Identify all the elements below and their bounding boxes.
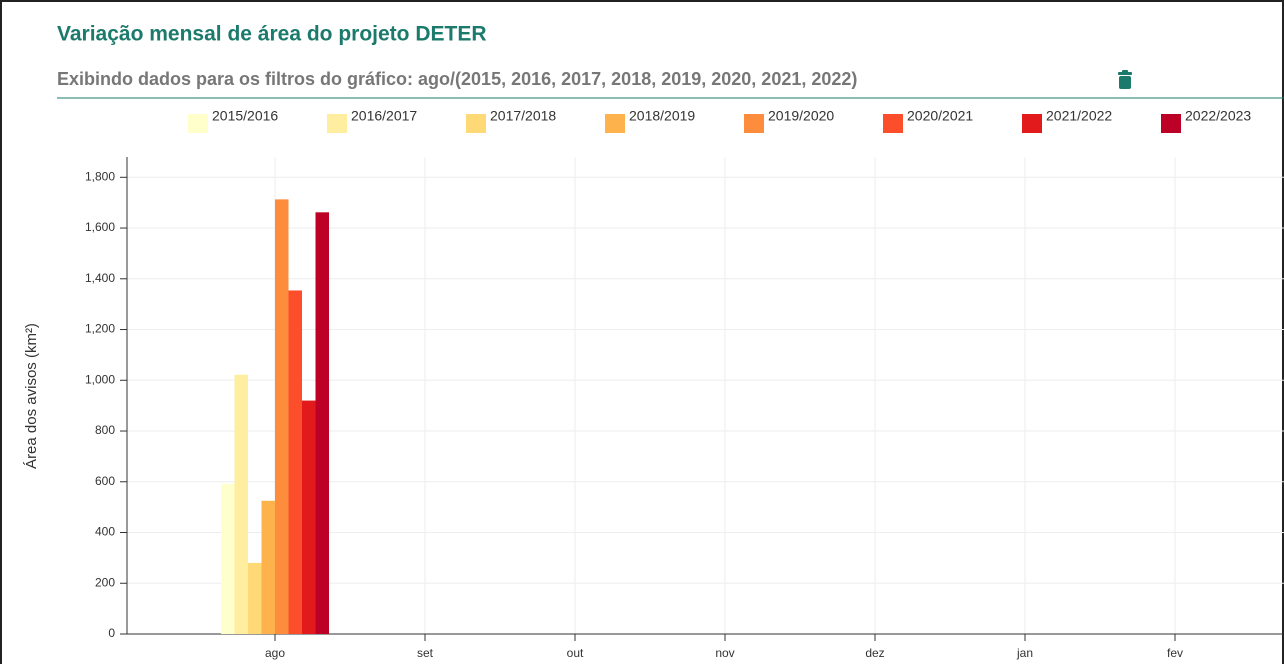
- y-tick-label: 800: [95, 423, 115, 437]
- legend-label: 2020/2021: [907, 108, 973, 124]
- bar: [248, 562, 262, 634]
- legend-swatch: [1161, 114, 1181, 133]
- chart-title: Variação mensal de área do projeto DETER: [57, 23, 487, 46]
- bar: [288, 290, 302, 634]
- legend-label: 2016/2017: [351, 108, 417, 124]
- legend-swatch: [605, 114, 625, 133]
- legend-label: 2015/2016: [212, 108, 278, 124]
- bar: [221, 483, 235, 634]
- legend-swatch: [188, 114, 208, 133]
- x-tick-label: fev: [1167, 646, 1183, 660]
- x-tick-label: dez: [865, 646, 884, 660]
- trash-icon[interactable]: [1118, 70, 1132, 89]
- legend-swatch: [744, 114, 764, 133]
- bar: [275, 199, 289, 634]
- legend-label: 2021/2022: [1046, 108, 1112, 124]
- y-tick-label: 1,800: [85, 169, 115, 183]
- y-tick-label: 1,200: [85, 322, 115, 336]
- y-tick-label: 200: [95, 575, 115, 589]
- y-tick-label: 400: [95, 525, 115, 539]
- x-tick-label: set: [417, 646, 434, 660]
- legend-label: 2019/2020: [768, 108, 834, 124]
- x-tick-label: jan: [1016, 646, 1033, 660]
- bar: [315, 212, 329, 634]
- legend-swatch: [1022, 114, 1042, 133]
- legend-swatch: [883, 114, 903, 133]
- y-tick-label: 1,000: [85, 372, 115, 386]
- x-tick-label: out: [567, 646, 584, 660]
- legend-label: 2022/2023: [1185, 108, 1251, 124]
- bar: [302, 400, 316, 634]
- legend-label: 2018/2019: [629, 108, 695, 124]
- bar: [261, 500, 275, 634]
- x-tick-label: ago: [265, 646, 285, 660]
- bar: [234, 374, 248, 634]
- chart-subtitle: Exibindo dados para os filtros do gráfic…: [57, 69, 857, 89]
- y-tick-label: 1,600: [85, 220, 115, 234]
- y-tick-label: 1,400: [85, 271, 115, 285]
- legend-label: 2017/2018: [490, 108, 556, 124]
- x-tick-label: nov: [715, 646, 734, 660]
- y-tick-label: 600: [95, 474, 115, 488]
- y-tick-label: 0: [108, 626, 115, 640]
- legend-swatch: [327, 114, 347, 133]
- y-axis-label: Área dos avisos (km²): [23, 323, 40, 469]
- legend-swatch: [466, 114, 486, 133]
